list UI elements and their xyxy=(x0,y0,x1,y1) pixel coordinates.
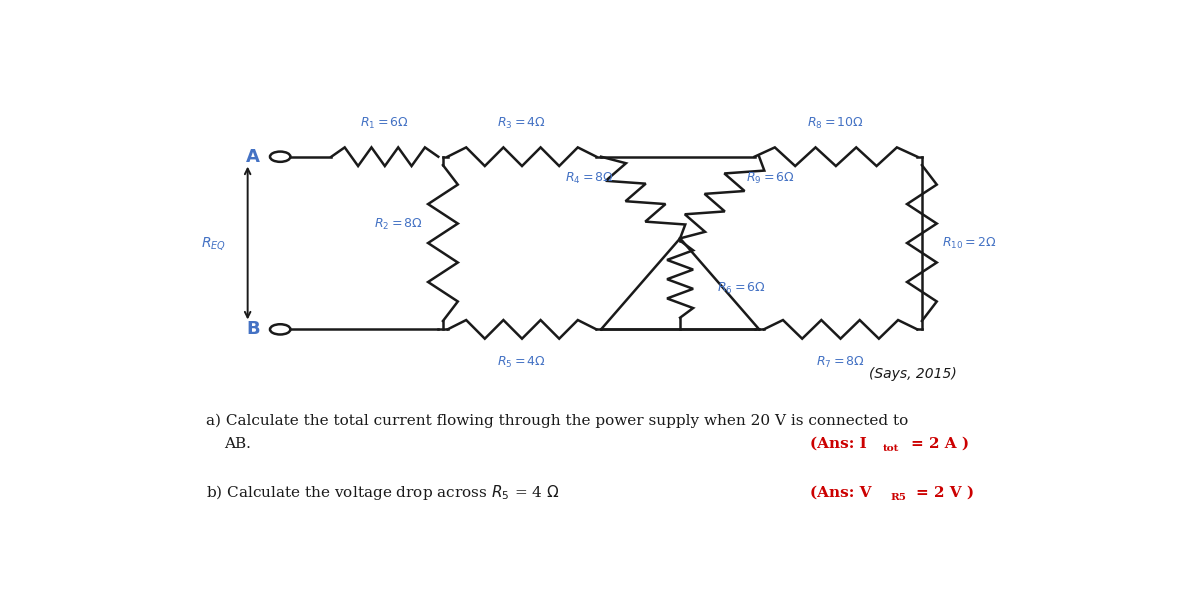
Text: $R_1 = 6\Omega$: $R_1 = 6\Omega$ xyxy=(360,116,409,131)
Text: tot: tot xyxy=(883,444,899,453)
Text: $R_8 = 10\Omega$: $R_8 = 10\Omega$ xyxy=(808,116,864,131)
Text: R5: R5 xyxy=(890,493,906,502)
Text: b) Calculate the voltage drop across $R_5$ = 4 $\Omega$: b) Calculate the voltage drop across $R_… xyxy=(206,483,559,502)
Text: A: A xyxy=(246,148,259,165)
Text: = 2 A ): = 2 A ) xyxy=(911,437,968,451)
Text: $R_3 = 4\Omega$: $R_3 = 4\Omega$ xyxy=(498,116,546,131)
Text: (Ans: I: (Ans: I xyxy=(810,437,868,451)
Text: B: B xyxy=(246,321,259,338)
Text: $R_9 = 6\Omega$: $R_9 = 6\Omega$ xyxy=(746,171,796,187)
Text: = 2 V ): = 2 V ) xyxy=(917,485,974,500)
Text: $R_{EQ}$: $R_{EQ}$ xyxy=(200,235,226,251)
Text: (Ans: V: (Ans: V xyxy=(810,485,871,500)
Text: $R_2 = 8\Omega$: $R_2 = 8\Omega$ xyxy=(373,217,422,232)
Text: AB.: AB. xyxy=(224,437,251,451)
Text: $R_7 = 8\Omega$: $R_7 = 8\Omega$ xyxy=(816,355,865,370)
Text: a) Calculate the total current flowing through the power supply when 20 V is con: a) Calculate the total current flowing t… xyxy=(206,413,908,428)
Text: $R_5 = 4\Omega$: $R_5 = 4\Omega$ xyxy=(498,355,546,370)
Text: (Says, 2015): (Says, 2015) xyxy=(869,367,956,381)
Text: $R_{10} = 2\Omega$: $R_{10} = 2\Omega$ xyxy=(942,236,997,251)
Text: $R_4 = 8\Omega$: $R_4 = 8\Omega$ xyxy=(565,171,614,187)
Text: $R_6 = 6\Omega$: $R_6 = 6\Omega$ xyxy=(718,281,767,296)
